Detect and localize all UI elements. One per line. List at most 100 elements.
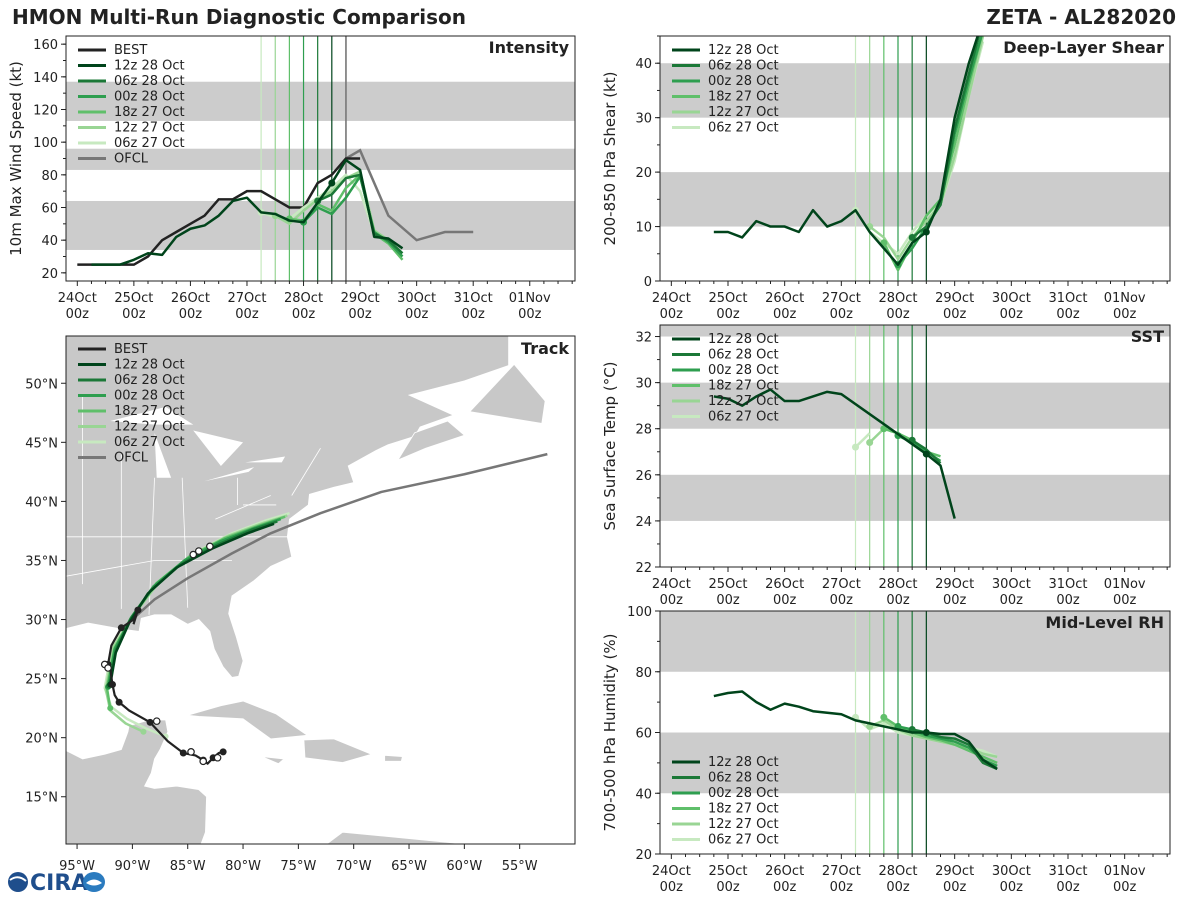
x-tick-label-hour: 00z (1113, 880, 1137, 895)
y-tick-label: 40 (635, 57, 652, 72)
series-line-ofcl (345, 148, 474, 242)
init-marker (852, 443, 859, 451)
init-marker (880, 425, 888, 433)
panel-title: Mid-Level RH (1045, 613, 1164, 632)
y-tick-label: 120 (33, 104, 58, 119)
series-line (868, 36, 985, 261)
y-tick-label: 60 (41, 202, 58, 217)
great-lake (193, 430, 244, 466)
legend-label: 06z 27 Oct (708, 121, 779, 136)
intensity-panel: 2040608010012014016024Oct00z25Oct00z26Oc… (7, 35, 576, 322)
cira-globe-icon (8, 872, 28, 892)
panel-title: Track (521, 339, 569, 358)
forecast-track (109, 522, 275, 685)
land-jamaica (261, 756, 285, 765)
x-tick-label: 25Oct (114, 291, 153, 306)
x-tick-label-hour: 00z (773, 593, 797, 608)
best-track-point (146, 718, 154, 726)
longitude-label: 90°W (114, 859, 150, 874)
x-tick-label-hour: 00z (1000, 593, 1024, 608)
shaded-band (660, 382, 1170, 429)
y-tick-label: 60 (635, 727, 652, 742)
x-tick-label-hour: 00z (886, 880, 910, 895)
legend-label: 12z 28 Oct (708, 755, 779, 770)
best-track-point (108, 681, 116, 689)
legend-label: 12z 28 Oct (114, 358, 185, 373)
x-tick-label: 27Oct (822, 291, 861, 306)
x-tick-label-hour: 00z (1000, 880, 1024, 895)
great-lake (245, 456, 286, 463)
y-tick-label: 80 (635, 666, 652, 681)
track-open-marker (206, 542, 214, 551)
legend-label: 06z 28 Oct (114, 74, 185, 89)
land-south-america (205, 831, 575, 844)
x-tick-label: 28Oct (878, 291, 917, 306)
shaded-band (66, 148, 575, 170)
longitude-label: 70°W (336, 859, 372, 874)
y-tick-label: 10 (635, 221, 652, 236)
init-marker (866, 439, 874, 447)
legend-label: 06z 28 Oct (708, 348, 779, 363)
plot-area (660, 325, 1170, 567)
y-tick-label: 24 (635, 515, 652, 530)
legend-label: 18z 27 Oct (114, 105, 185, 120)
legend-label: 00z 28 Oct (708, 786, 779, 801)
state-border (181, 477, 189, 608)
legend-label: 12z 28 Oct (708, 43, 779, 58)
mid-level-rh-panel: 2040608010024Oct00z25Oct00z26Oct00z27Oct… (601, 605, 1171, 895)
y-tick-label: 40 (635, 787, 652, 802)
init-marker (908, 233, 916, 241)
series-line (713, 36, 980, 266)
legend-label: 12z 28 Oct (708, 332, 779, 347)
x-tick-label: 30Oct (397, 291, 436, 306)
x-tick-label: 26Oct (765, 864, 804, 879)
init-marker (922, 729, 930, 736)
state-border (291, 448, 321, 496)
best-track-point (179, 749, 187, 757)
land-puerto-rico (384, 754, 403, 762)
x-tick-label-hour: 00z (122, 307, 146, 322)
series-line (91, 158, 404, 266)
latitude-label: 25°N (25, 673, 58, 688)
state-border (215, 495, 271, 520)
x-tick-label: 01Nov (1104, 291, 1146, 306)
land-newfoundland (469, 363, 546, 424)
track-open-marker (194, 547, 203, 555)
shaded-band (660, 474, 1170, 521)
x-tick-label: 29Oct (935, 864, 974, 879)
x-tick-label: 26Oct (765, 577, 804, 592)
longitude-label: 65°W (391, 859, 427, 874)
x-tick-label: 25Oct (708, 577, 747, 592)
x-tick-label-hour: 00z (405, 307, 429, 322)
init-marker (922, 450, 930, 458)
track-open-marker (189, 550, 198, 559)
x-tick-label-hour: 00z (886, 593, 910, 608)
x-tick-label-hour: 00z (1056, 880, 1080, 895)
legend-label: 06z 27 Oct (708, 410, 779, 425)
latitude-label: 30°N (25, 614, 58, 629)
y-tick-label: 20 (41, 267, 58, 282)
panel-title: Deep-Layer Shear (1003, 38, 1164, 57)
x-tick-label-hour: 00z (235, 307, 259, 322)
legend-label: 06z 28 Oct (708, 59, 779, 74)
legend-label: 12z 28 Oct (114, 59, 185, 74)
plot-area (660, 611, 1170, 854)
page-title: HMON Multi-Run Diagnostic Comparison (12, 5, 466, 29)
legend-label: 06z 27 Oct (114, 435, 185, 450)
longitude-label: 75°W (280, 859, 316, 874)
x-tick-label-hour: 00z (462, 307, 486, 322)
x-tick-label: 28Oct (878, 577, 917, 592)
series-line-best (77, 157, 361, 266)
plot-area (66, 36, 575, 281)
x-tick-label: 27Oct (227, 291, 266, 306)
map-frame (65, 335, 576, 845)
sst-panel: 22242628303224Oct00z25Oct00z26Oct00z27Oc… (601, 324, 1171, 608)
latitude-label: 45°N (25, 436, 58, 451)
land-nova-scotia (396, 420, 466, 461)
x-tick-label: 29Oct (341, 291, 380, 306)
map-area (66, 336, 575, 844)
legend-label: 12z 27 Oct (114, 121, 185, 136)
x-tick-label-hour: 00z (660, 880, 684, 895)
latitude-label: 40°N (25, 495, 58, 510)
